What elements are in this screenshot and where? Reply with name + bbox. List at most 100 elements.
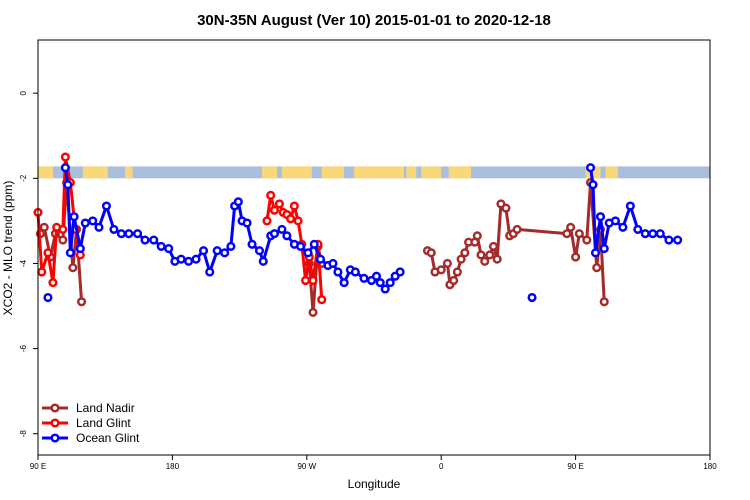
data-point-ocean-glint — [69, 212, 79, 222]
data-point-ocean-glint — [75, 244, 85, 254]
data-point-land-nadir — [485, 250, 495, 260]
data-point-ocean-glint — [140, 235, 150, 245]
chart-title: 30N-35N August (Ver 10) 2015-01-01 to 20… — [197, 12, 551, 29]
data-point-ocean-glint — [94, 222, 104, 232]
data-point-ocean-glint — [303, 248, 313, 258]
data-point-land-nadir — [308, 307, 318, 317]
data-point-land-glint — [274, 199, 284, 209]
data-point-land-nadir — [449, 275, 459, 286]
data-point-ocean-glint — [88, 216, 98, 226]
legend-marker — [50, 403, 60, 413]
data-point-ocean-glint — [282, 231, 292, 241]
land-band-segment — [585, 166, 601, 179]
legend-label: Land Glint — [76, 416, 131, 430]
data-point-land-nadir — [39, 222, 49, 232]
y-tick-label: -4 — [19, 259, 28, 267]
data-point-ocean-glint — [315, 254, 326, 264]
legend-label: Ocean Glint — [76, 431, 140, 445]
data-point-land-glint — [37, 267, 47, 277]
y-axis: 0 -2 -4 -6 -8 — [19, 90, 38, 437]
data-point-ocean-glint — [198, 246, 209, 256]
legend-item-land-glint: Land Glint — [42, 416, 131, 430]
series-layer — [33, 152, 683, 317]
data-point-ocean-glint — [205, 267, 215, 277]
data-point-ocean-glint — [599, 244, 609, 254]
data-point-ocean-glint — [350, 267, 360, 277]
x-tick-label: 0 — [439, 462, 444, 471]
land-band-segment — [281, 166, 312, 179]
x-axis: 90 E 180 90 W 0 90 E 180 — [30, 455, 717, 471]
data-point-land-nadir — [512, 224, 522, 234]
data-point-ocean-glint — [296, 241, 306, 251]
data-point-ocean-glint — [156, 241, 166, 251]
data-point-land-glint — [317, 295, 327, 305]
land-band-segment — [421, 166, 442, 179]
land-band-segment — [262, 166, 277, 179]
data-point-land-nadir — [460, 248, 470, 258]
data-point-ocean-glint — [80, 218, 90, 228]
data-point-land-glint — [301, 275, 311, 286]
data-point-ocean-glint — [258, 256, 268, 266]
data-point-ocean-glint — [63, 180, 73, 190]
data-point-land-nadir — [501, 203, 511, 213]
data-point-land-glint — [286, 214, 296, 224]
data-point-ocean-glint — [380, 284, 390, 294]
data-point-land-nadir — [58, 235, 68, 245]
data-point-land-nadir — [574, 229, 584, 239]
data-point-ocean-glint — [610, 216, 620, 226]
data-point-ocean-glint — [395, 267, 405, 277]
data-point-ocean-glint — [375, 278, 385, 288]
y-tick-label: -6 — [19, 344, 28, 352]
data-point-land-glint — [43, 248, 53, 258]
land-band-segment — [605, 166, 618, 179]
data-point-ocean-glint — [101, 201, 111, 211]
data-point-ocean-glint — [648, 229, 658, 239]
data-point-ocean-glint — [164, 244, 174, 254]
data-point-ocean-glint — [333, 267, 343, 277]
data-point-ocean-glint — [65, 248, 75, 258]
data-point-land-nadir — [426, 248, 436, 258]
x-tick-label: 90 E — [30, 462, 46, 471]
land-band-segment — [38, 166, 53, 179]
data-point-land-glint — [293, 216, 303, 226]
data-point-land-nadir — [68, 263, 78, 273]
data-point-ocean-glint — [640, 229, 650, 239]
land-band-segment — [125, 166, 133, 179]
data-point-ocean-glint — [176, 254, 186, 264]
data-point-land-nadir — [566, 222, 576, 232]
data-point-land-glint — [48, 278, 58, 288]
data-point-ocean-glint — [220, 248, 230, 258]
data-point-ocean-glint — [328, 258, 338, 269]
data-point-ocean-glint — [254, 246, 265, 256]
data-point-ocean-glint — [116, 229, 126, 239]
data-point-land-nadir — [571, 252, 581, 262]
data-point-ocean-glint — [371, 271, 382, 281]
data-point-land-glint — [269, 205, 279, 215]
y-tick-label: -8 — [19, 430, 28, 438]
data-point-ocean-glint — [226, 241, 236, 251]
legend-item-land-nadir: Land Nadir — [42, 401, 135, 415]
data-point-land-glint — [60, 152, 70, 162]
data-point-land-glint — [266, 190, 276, 200]
data-point-ocean-glint — [359, 273, 369, 283]
data-point-ocean-glint — [625, 201, 635, 211]
data-point-ocean-glint — [242, 218, 252, 228]
data-point-land-nadir — [582, 235, 592, 245]
data-point-ocean-glint — [339, 278, 349, 288]
land-band-segment — [321, 166, 345, 179]
legend-item-ocean-glint: Ocean Glint — [42, 431, 140, 445]
x-tick-label: 90 W — [297, 462, 316, 471]
x-tick-label: 90 E — [567, 462, 583, 471]
data-point-ocean-glint — [149, 235, 159, 245]
data-point-ocean-glint — [60, 163, 70, 173]
legend-marker — [50, 418, 60, 428]
x-tick-label: 180 — [703, 462, 717, 471]
data-point-ocean-glint — [595, 212, 606, 222]
data-point-ocean-glint — [184, 256, 194, 266]
data-point-land-nadir — [436, 265, 446, 275]
data-point-land-glint — [58, 224, 68, 234]
surface-band — [38, 166, 710, 179]
data-point-ocean-glint — [633, 224, 643, 234]
